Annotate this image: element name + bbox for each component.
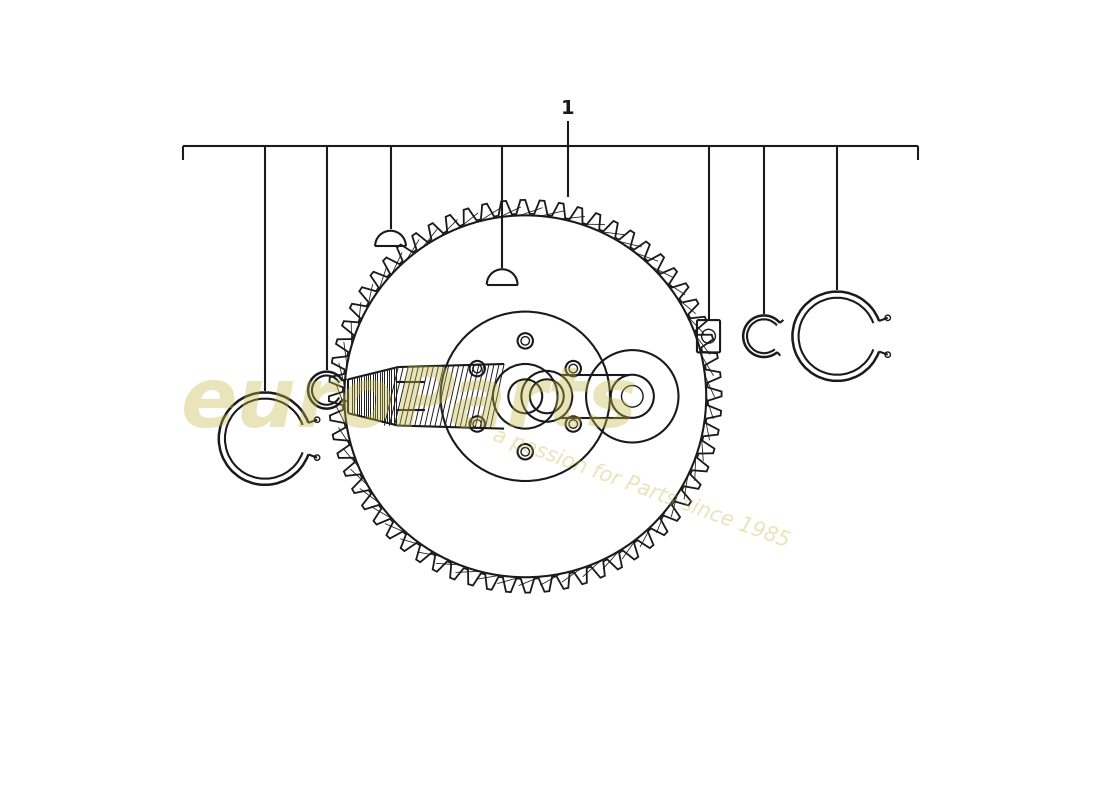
Text: euroParts: euroParts xyxy=(182,363,638,445)
Text: 1: 1 xyxy=(561,98,574,118)
Text: a passion for Parts since 1985: a passion for Parts since 1985 xyxy=(490,426,792,552)
